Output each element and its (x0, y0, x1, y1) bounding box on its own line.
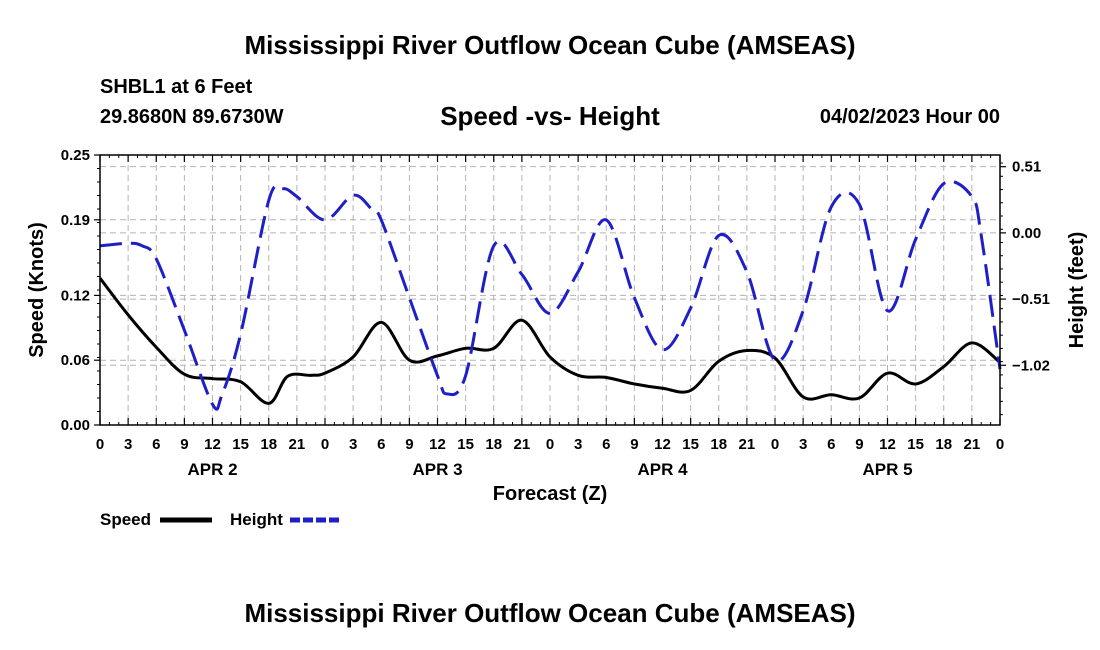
y-right-tick-label: −0.51 (1012, 291, 1050, 308)
x-tick-label: 15 (682, 436, 699, 453)
x-tick-label: 0 (546, 436, 554, 453)
x-tick-label: 12 (204, 436, 221, 453)
y-tick-label: 0.12 (61, 287, 90, 304)
x-tick-label: 18 (485, 436, 502, 453)
x-tick-label: 15 (457, 436, 474, 453)
x-tick-label: 21 (289, 436, 306, 453)
day-label: APR 5 (862, 460, 912, 479)
y-tick-label: 0.00 (61, 417, 90, 434)
x-tick-label: 3 (124, 436, 132, 453)
x-tick-label: 9 (405, 436, 413, 453)
y-tick-label: 0.19 (61, 212, 90, 229)
y-axis-label-left: Speed (Knots) (26, 222, 48, 358)
x-tick-label: 3 (574, 436, 582, 453)
x-tick-label: 3 (349, 436, 357, 453)
day-label: APR 4 (637, 460, 688, 479)
x-tick-label: 15 (907, 436, 924, 453)
x-tick-label: 21 (739, 436, 756, 453)
x-tick-label: 18 (260, 436, 277, 453)
x-tick-label: 15 (232, 436, 249, 453)
y-axis-label-right: Height (feet) (1066, 232, 1088, 349)
y-right-tick-label: 0.51 (1012, 159, 1041, 176)
legend: Speed Height (100, 510, 342, 529)
y-tick-label: 0.25 (61, 147, 90, 164)
chart-subtitle: Speed -vs- Height (440, 101, 660, 131)
x-tick-label: 3 (799, 436, 807, 453)
x-tick-label: 6 (152, 436, 160, 453)
x-tick-label: 12 (654, 436, 671, 453)
x-tick-label: 9 (855, 436, 863, 453)
legend-height-label: Height (230, 510, 283, 529)
height-series-line (99, 179, 1002, 411)
x-tick-label: 18 (935, 436, 952, 453)
x-tick-label: 0 (771, 436, 779, 453)
station-label: SHBL1 at 6 Feet (100, 76, 253, 98)
x-tick-label: 9 (180, 436, 188, 453)
x-tick-label: 21 (514, 436, 531, 453)
x-tick-label: 0 (321, 436, 329, 453)
x-tick-label: 12 (879, 436, 896, 453)
day-label: APR 2 (187, 460, 237, 479)
x-tick-label: 0 (996, 436, 1004, 453)
x-tick-label: 6 (377, 436, 385, 453)
x-tick-label: 18 (710, 436, 727, 453)
x-tick-label: 21 (964, 436, 981, 453)
bottom-title: Mississippi River Outflow Ocean Cube (AM… (244, 598, 856, 628)
series-layer (98, 179, 1002, 411)
x-tick-label: 9 (630, 436, 638, 453)
y-right-tick-label: −1.02 (1012, 357, 1050, 374)
y-right-tick-label: 0.00 (1012, 225, 1041, 242)
legend-speed-label: Speed (100, 510, 151, 529)
day-label: APR 3 (412, 460, 462, 479)
grid (100, 155, 1000, 425)
speed-series-line (98, 277, 1001, 405)
x-axis-label: Forecast (Z) (493, 483, 607, 505)
x-tick-label: 6 (602, 436, 610, 453)
x-tick-label: 12 (429, 436, 446, 453)
axes: 0 3 6 9 12 15 18 21 0 3 6 9 12 15 18 21 0 3 6 9 12 15 18 21 0 3 6 9… (61, 147, 1050, 479)
chart-main-title: Mississippi River Outflow Ocean Cube (AM… (244, 30, 856, 60)
x-tick-label: 0 (96, 436, 104, 453)
y-tick-label: 0.06 (61, 352, 90, 369)
coordinates-label: 29.8680N 89.6730W (100, 106, 284, 128)
x-tick-label: 6 (827, 436, 835, 453)
forecast-date: 04/02/2023 Hour 00 (819, 106, 1000, 128)
